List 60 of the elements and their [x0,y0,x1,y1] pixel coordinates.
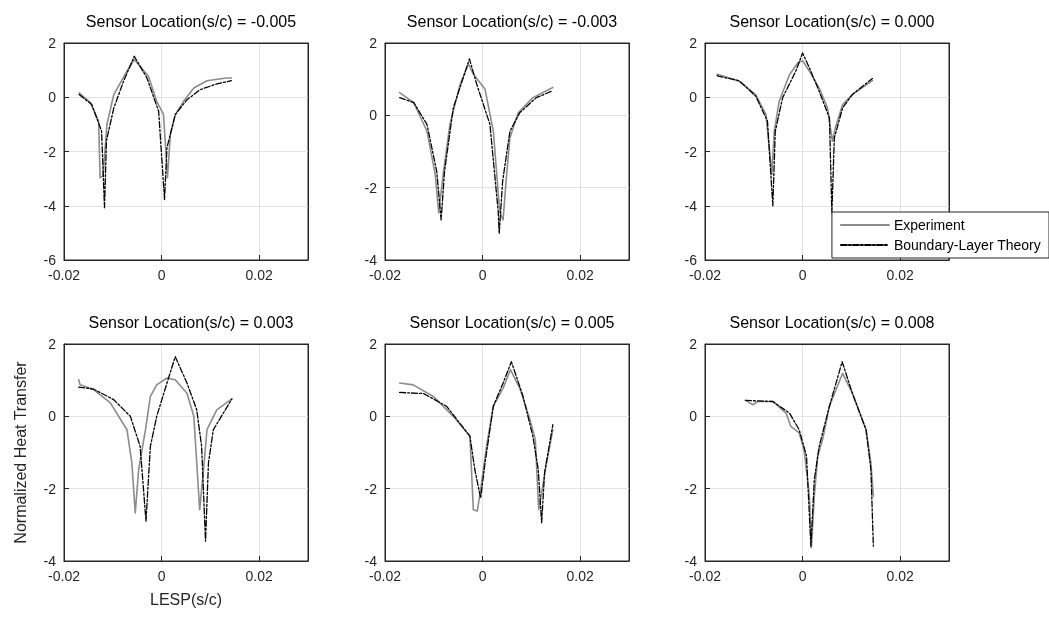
line-series [716,59,874,176]
y-tick-label: -2 [364,179,378,196]
x-tick-label: 0 [798,267,807,283]
legend-label: Experiment [893,217,965,233]
x-tick-label: -0.02 [689,568,722,584]
y-tick-label: 0 [48,408,57,425]
x-tick-label: 0.02 [245,267,274,283]
y-tick-label: -4 [43,553,57,569]
y-tick-label: 2 [369,35,378,51]
x-tick-label: 0 [478,568,487,584]
y-tick-label: -2 [364,480,378,497]
y-tick-label: 0 [48,89,57,106]
x-tick-label: 0.02 [886,267,915,283]
y-tick-label: -4 [364,553,378,569]
y-tick-label: 2 [369,336,378,352]
chart-title: Sensor Location(s/c) = 0.008 [729,313,935,331]
y-tick-label: -6 [684,252,698,268]
x-tick-label: -0.02 [369,568,402,584]
x-tick-label: 0.02 [886,568,915,584]
x-tick-label: 0.02 [566,267,595,283]
y-tick-label: -2 [684,143,698,160]
y-axis-title: Normalized Heat Transfer [11,360,29,544]
line-series [78,58,233,179]
chart-title: Sensor Location(s/c) = 0.005 [409,313,615,331]
y-tick-label: -4 [684,553,698,569]
y-tick-label: 2 [689,336,698,352]
chart-title: Sensor Location(s/c) = 0.003 [88,313,294,331]
x-tick-label: 0 [798,568,807,584]
chart-title: Sensor Location(s/c) = -0.003 [406,12,618,30]
x-tick-label: 0.02 [245,568,274,584]
y-tick-label: 0 [369,408,378,425]
line-series [77,356,233,542]
x-tick-label: -0.02 [369,267,402,283]
y-tick-label: -4 [684,197,698,214]
y-tick-label: -2 [43,480,57,497]
y-tick-label: 2 [48,336,57,352]
y-tick-label: 0 [689,408,698,425]
x-tick-label: 0 [157,267,166,283]
y-tick-label: -6 [43,252,57,268]
line-series [78,55,233,209]
x-tick-label: -0.02 [48,568,81,584]
x-tick-label: 0 [478,267,487,283]
y-tick-label: -2 [43,143,57,160]
y-tick-label: 0 [689,89,698,106]
x-tick-label: 0.02 [566,568,595,584]
y-tick-label: 2 [689,35,698,51]
x-axis-title: LESP(s/c) [149,590,223,608]
y-tick-label: -2 [684,480,698,497]
line-series [716,52,874,214]
y-tick-label: 0 [369,107,378,124]
chart-title: Sensor Location(s/c) = -0.005 [85,12,297,30]
chart-title: Sensor Location(s/c) = 0.000 [729,12,935,30]
line-series [77,377,233,514]
x-tick-label: 0 [157,568,166,584]
y-tick-label: 2 [48,35,57,51]
x-tick-label: -0.02 [48,267,81,283]
y-tick-label: -4 [364,252,378,268]
legend-label: Boundary-Layer Theory [893,237,1041,253]
x-tick-label: -0.02 [689,267,722,283]
y-tick-label: -4 [43,197,57,214]
